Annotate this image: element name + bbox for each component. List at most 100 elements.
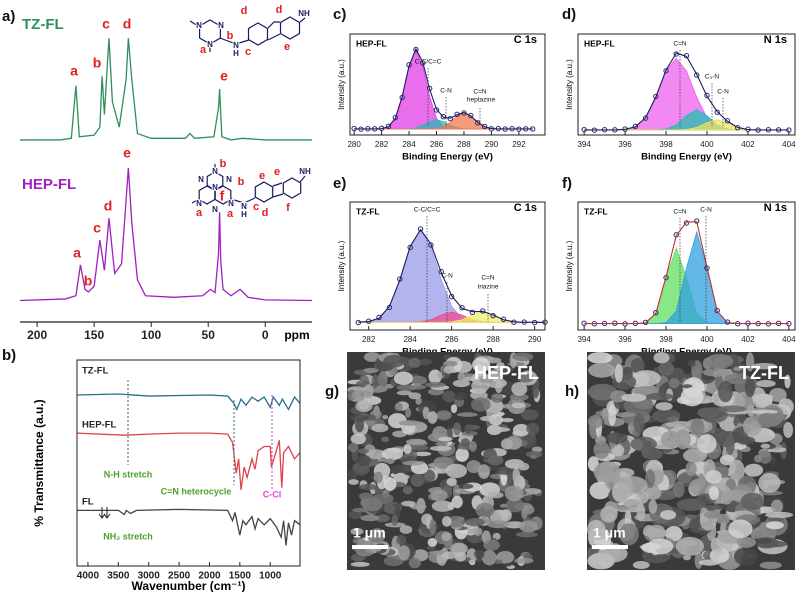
sem-particle	[708, 486, 719, 501]
sem-particle	[474, 549, 485, 559]
sem-particle	[736, 436, 756, 445]
structure-label: NH	[298, 9, 310, 18]
sem-particle	[371, 374, 379, 389]
structure-label: b	[227, 30, 234, 42]
x-tick-label: 286	[430, 140, 444, 149]
sem-particle	[469, 440, 477, 452]
data-point	[704, 92, 710, 99]
data-point	[724, 319, 731, 325]
x-tick-label: 286	[445, 335, 459, 344]
sem-particle	[425, 382, 446, 388]
sem-particle	[500, 509, 512, 522]
sem-particle	[658, 361, 674, 376]
peak-label: c	[102, 16, 110, 32]
sem-particle	[462, 376, 480, 381]
sem-particle	[453, 422, 462, 436]
sem-particle	[402, 485, 413, 495]
sem-particle	[350, 414, 369, 422]
x-tick-label: 284	[403, 335, 417, 344]
sem-particle	[660, 430, 682, 449]
x-tick-label: 150	[84, 328, 104, 342]
sem-particle	[405, 438, 427, 446]
structure-label: b	[220, 158, 227, 170]
spectrum-line	[20, 38, 312, 141]
peak-label: f	[220, 188, 225, 204]
sample-label: HEP-FL	[356, 38, 387, 48]
sem-particle	[408, 557, 421, 569]
data-point	[632, 123, 639, 130]
structure-label: d	[241, 5, 248, 17]
sample-label: TZ-FL	[356, 206, 380, 216]
structure-label: N	[226, 175, 232, 184]
structure-bond	[189, 17, 306, 52]
peak-label: b	[84, 273, 93, 289]
sem-particle	[429, 445, 452, 452]
sem-particle	[645, 392, 674, 401]
sem-particle	[471, 397, 491, 412]
sem-particle	[443, 365, 455, 374]
sem-particle	[587, 415, 603, 429]
sem-particle	[361, 497, 383, 512]
x-tick-label: 1500	[229, 571, 252, 582]
x-tick-label: 394	[577, 140, 591, 149]
structure-label: N	[198, 175, 204, 184]
x-tick-label: 398	[659, 140, 673, 149]
sem-particle	[531, 446, 543, 453]
structure-label: N	[241, 202, 247, 211]
sem-particle	[719, 454, 735, 466]
sem-particle	[397, 545, 410, 561]
sem-particle	[685, 461, 697, 477]
sem-particle	[472, 357, 491, 373]
structure-label: N	[212, 183, 218, 192]
sem-particle	[688, 359, 696, 367]
sem-particle	[503, 403, 511, 409]
structure-label: d	[276, 4, 283, 16]
sem-particle	[760, 443, 771, 449]
sem-particle	[617, 476, 648, 495]
spectrum-line	[76, 393, 301, 412]
sem-particle	[438, 436, 453, 442]
sem-particle	[530, 454, 537, 460]
structure-label: NH	[299, 167, 311, 176]
annotation: NH₂ stretch	[103, 531, 153, 541]
sem-particle	[521, 505, 528, 520]
sem-particle	[496, 362, 505, 369]
sem-image	[587, 352, 795, 570]
peak-label: c	[93, 220, 101, 236]
peak-annotation: C-N	[441, 273, 453, 280]
sem-particle	[408, 392, 422, 400]
sem-particle	[441, 532, 452, 542]
sem-particle	[697, 434, 717, 454]
sem-particle	[519, 520, 538, 533]
x-tick-label: 100	[141, 328, 161, 342]
sem-particle	[645, 486, 662, 500]
sem-particle	[593, 440, 610, 459]
sem-particle	[647, 524, 666, 542]
sem-particle	[383, 477, 397, 491]
sem-particle	[532, 383, 540, 399]
x-tick-label: 200	[27, 328, 47, 342]
sem-particle	[608, 404, 617, 426]
sem-particle	[479, 377, 493, 384]
sem-particle	[783, 422, 793, 438]
sem-particle	[526, 422, 540, 435]
sem-particle	[705, 470, 722, 484]
y-axis-title: % Transmittance (a.u.)	[32, 399, 46, 526]
sem-particle	[499, 503, 508, 508]
sem-particle	[394, 402, 403, 412]
sem-particle	[589, 481, 611, 500]
sem-particle	[642, 448, 664, 460]
series-label: HEP-FL	[82, 420, 117, 431]
peak-annotation: C=N	[673, 209, 686, 216]
sem-particle	[460, 438, 470, 447]
peak-label: d	[104, 198, 113, 214]
x-tick-label: 402	[741, 140, 755, 149]
sem-particle	[631, 370, 661, 387]
sem-particle	[733, 366, 743, 371]
sem-particle	[466, 460, 482, 474]
series-group	[355, 226, 548, 326]
panel-label: e)	[333, 175, 346, 192]
sem-particle	[756, 380, 776, 388]
structure-label: a	[196, 207, 203, 219]
sem-particle	[758, 412, 776, 428]
